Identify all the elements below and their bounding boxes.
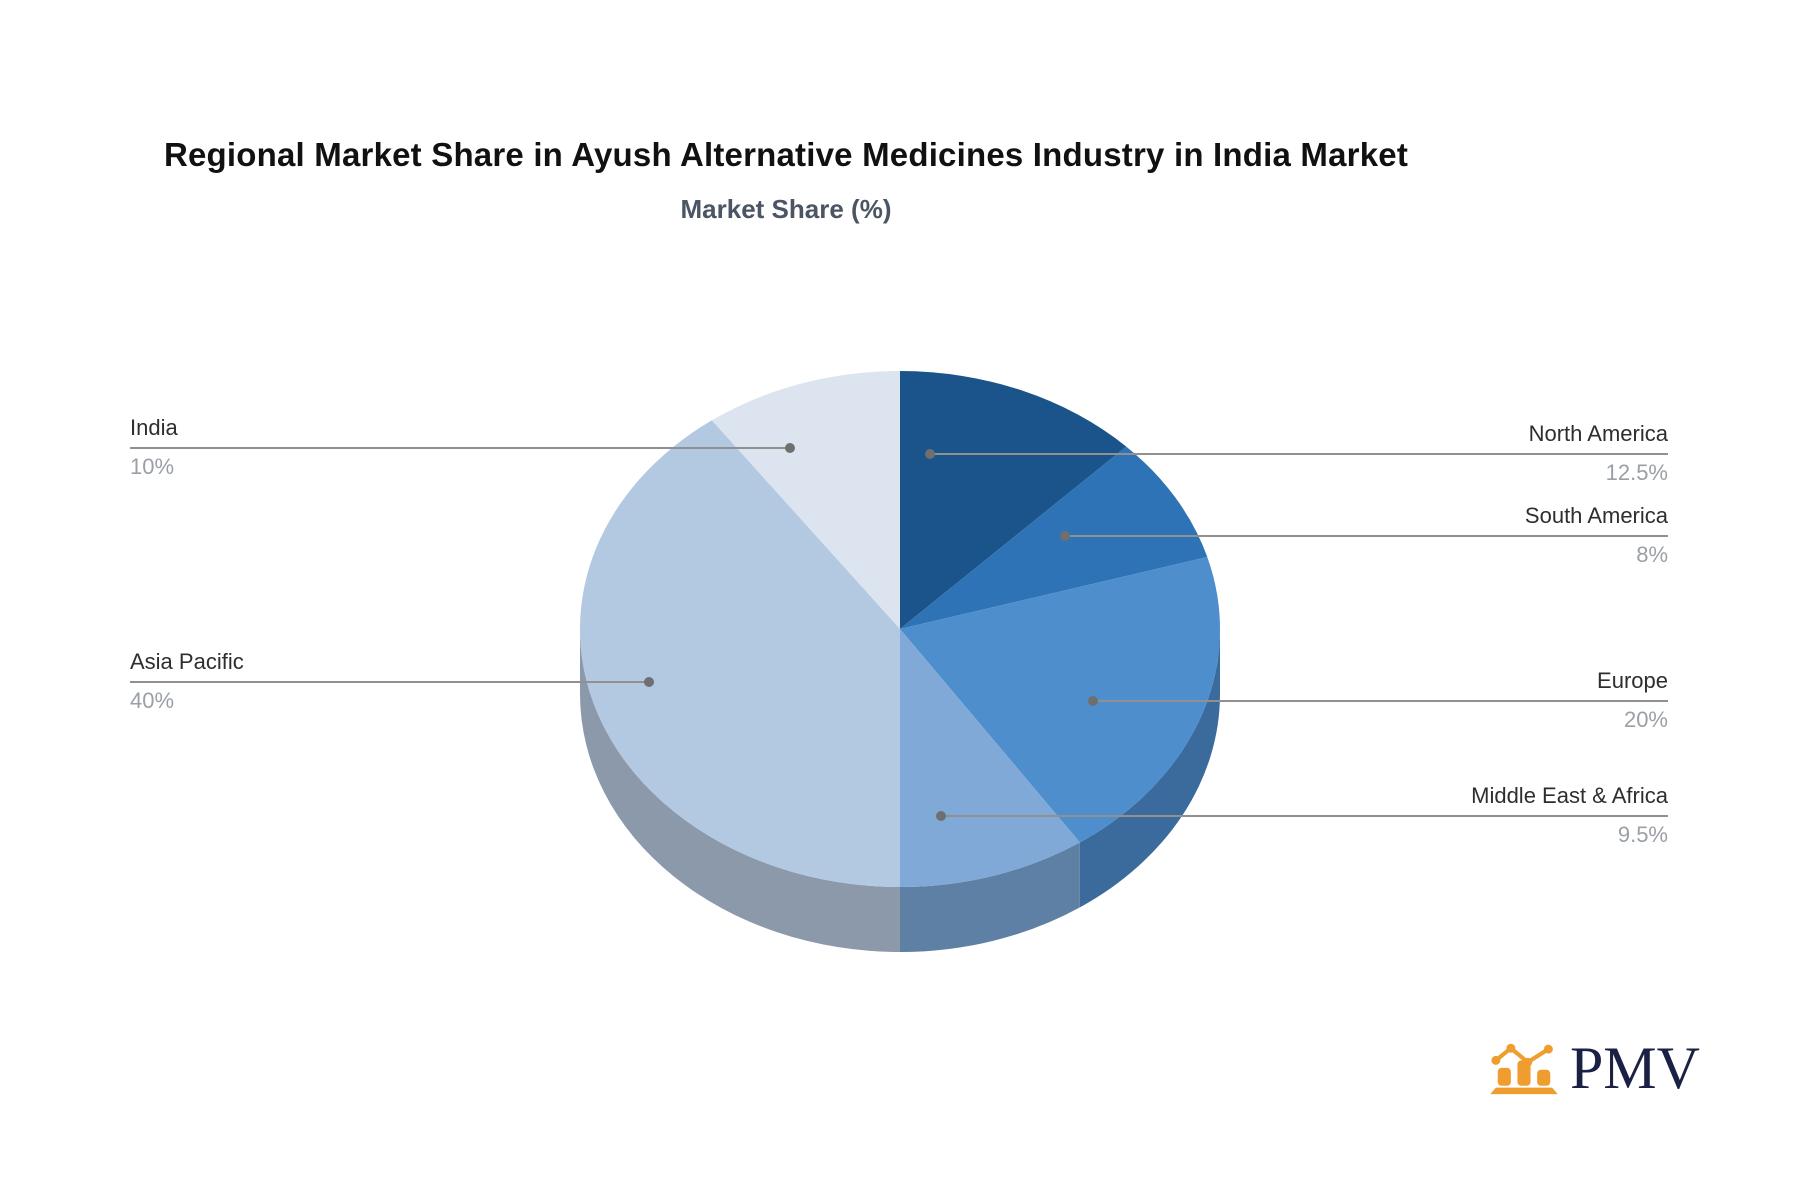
bar-chart-trend-icon <box>1490 1043 1558 1095</box>
slice-value: 8% <box>1636 542 1668 567</box>
slice-label: North America <box>1528 421 1668 446</box>
slice-value: 10% <box>130 454 175 479</box>
callout-dot <box>925 449 935 459</box>
callout-middle-east-africa: Middle East & Africa 9.5% <box>941 783 1668 847</box>
callout-dot <box>644 677 654 687</box>
pie-slice-asia-pacific <box>579 420 900 887</box>
slice-value: 20% <box>1623 707 1668 732</box>
slice-value: 12.5% <box>1605 460 1668 485</box>
callout-europe: Europe 20% <box>1093 668 1668 732</box>
slice-label: India <box>130 415 178 440</box>
callout-india: India 10% <box>130 415 790 479</box>
pie-depth-middle-east-africa <box>900 842 1080 952</box>
logo-text: PMV <box>1569 1035 1700 1101</box>
callout-dot <box>936 811 946 821</box>
pie-slice-europe <box>900 557 1220 843</box>
slice-label: Europe <box>1597 668 1668 693</box>
pie-depth-europe <box>1079 629 1220 908</box>
callout-dot <box>785 443 795 453</box>
callout-dot <box>1088 696 1098 706</box>
chart-title: Regional Market Share in Ayush Alternati… <box>163 136 1409 173</box>
slice-label: Asia Pacific <box>130 649 244 674</box>
chart-subtitle: Market Share (%) <box>680 194 892 224</box>
pie-slice-middle-east-africa <box>900 629 1080 887</box>
pie-slice-south-america <box>900 446 1208 629</box>
slice-value: 40% <box>130 688 175 713</box>
slice-label: South America <box>1524 503 1668 528</box>
pie-slice-north-america <box>900 371 1127 629</box>
callout-lines <box>130 443 1668 821</box>
callout-south-america: South America 8% <box>1065 503 1668 567</box>
pie-slices <box>579 371 1220 887</box>
pie-depth-asia-pacific <box>580 629 900 952</box>
pie-slice-india <box>711 371 900 629</box>
pmv-logo: PMV <box>1486 1035 1700 1101</box>
slice-label: Middle East & Africa <box>1471 783 1668 808</box>
callout-asia-pacific: Asia Pacific 40% <box>130 649 649 713</box>
callout-north-america: North America 12.5% <box>930 421 1668 485</box>
pie-depth-sides <box>580 629 1220 952</box>
callout-dot <box>1060 531 1070 541</box>
slice-value: 9.5% <box>1617 822 1668 847</box>
